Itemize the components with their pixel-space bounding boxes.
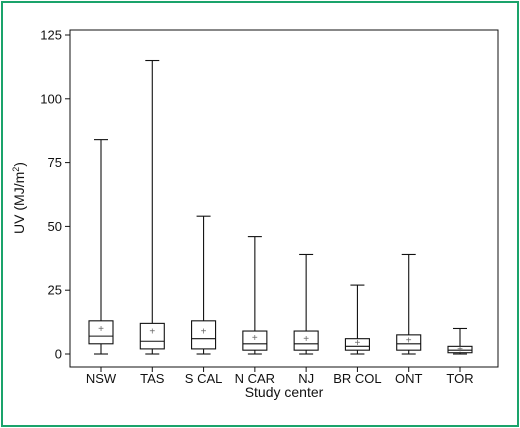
box-tor: + — [447, 327, 473, 355]
mean-marker: + — [406, 335, 412, 346]
y-tick-label: 75 — [48, 155, 62, 170]
mean-marker: + — [303, 334, 309, 345]
box-iqr — [88, 320, 114, 345]
y-axis-title-main: UV (MJ/m — [11, 172, 27, 234]
box-series: + + + + + + + + — [88, 59, 473, 355]
x-axis: NSW TAS S CAL N CAR NJ BR COL ONT TOR — [86, 367, 474, 386]
x-tick-label: S CAL — [185, 371, 223, 386]
y-tick-label: 100 — [40, 91, 62, 106]
mean-marker: + — [457, 344, 463, 355]
x-tick-label: TAS — [140, 371, 165, 386]
y-tick-label: 50 — [48, 219, 62, 234]
mean-marker: + — [149, 327, 155, 338]
box-br-col: + — [344, 284, 370, 355]
mean-marker: + — [252, 333, 258, 344]
y-axis-title-close: ) — [11, 162, 27, 167]
box-iqr — [447, 345, 473, 354]
box-iqr — [242, 330, 268, 351]
box-iqr — [344, 338, 370, 351]
box-iqr — [293, 330, 319, 351]
mean-marker: + — [355, 338, 361, 349]
x-tick-label: ONT — [395, 371, 423, 386]
box-tas: + — [139, 59, 165, 355]
box-nj: + — [293, 253, 319, 355]
box-s-cal: + — [191, 215, 217, 355]
y-axis-title-sup: 2 — [11, 167, 21, 172]
mean-marker: + — [98, 324, 104, 335]
box-n-car: + — [242, 236, 268, 355]
plot-area — [69, 29, 499, 368]
x-tick-label: BR COL — [333, 371, 381, 386]
box-iqr — [191, 320, 217, 350]
x-tick-label: TOR — [446, 371, 473, 386]
box-iqr — [139, 322, 165, 350]
y-tick-label: 125 — [40, 28, 62, 43]
box-iqr — [396, 334, 422, 351]
y-tick-label: 25 — [48, 283, 62, 298]
y-axis: 0 25 50 75 100 125 — [40, 28, 70, 362]
mean-marker: + — [201, 327, 207, 338]
y-axis-title: UV (MJ/m2) — [11, 162, 27, 234]
x-axis-title: Study center — [245, 384, 324, 400]
y-tick-label: 0 — [55, 347, 62, 362]
x-tick-label: NSW — [86, 371, 117, 386]
box-ont: + — [396, 253, 422, 355]
x-tick-label: NJ — [298, 371, 314, 386]
box-nsw: + — [88, 139, 114, 355]
x-tick-label: N CAR — [235, 371, 275, 386]
